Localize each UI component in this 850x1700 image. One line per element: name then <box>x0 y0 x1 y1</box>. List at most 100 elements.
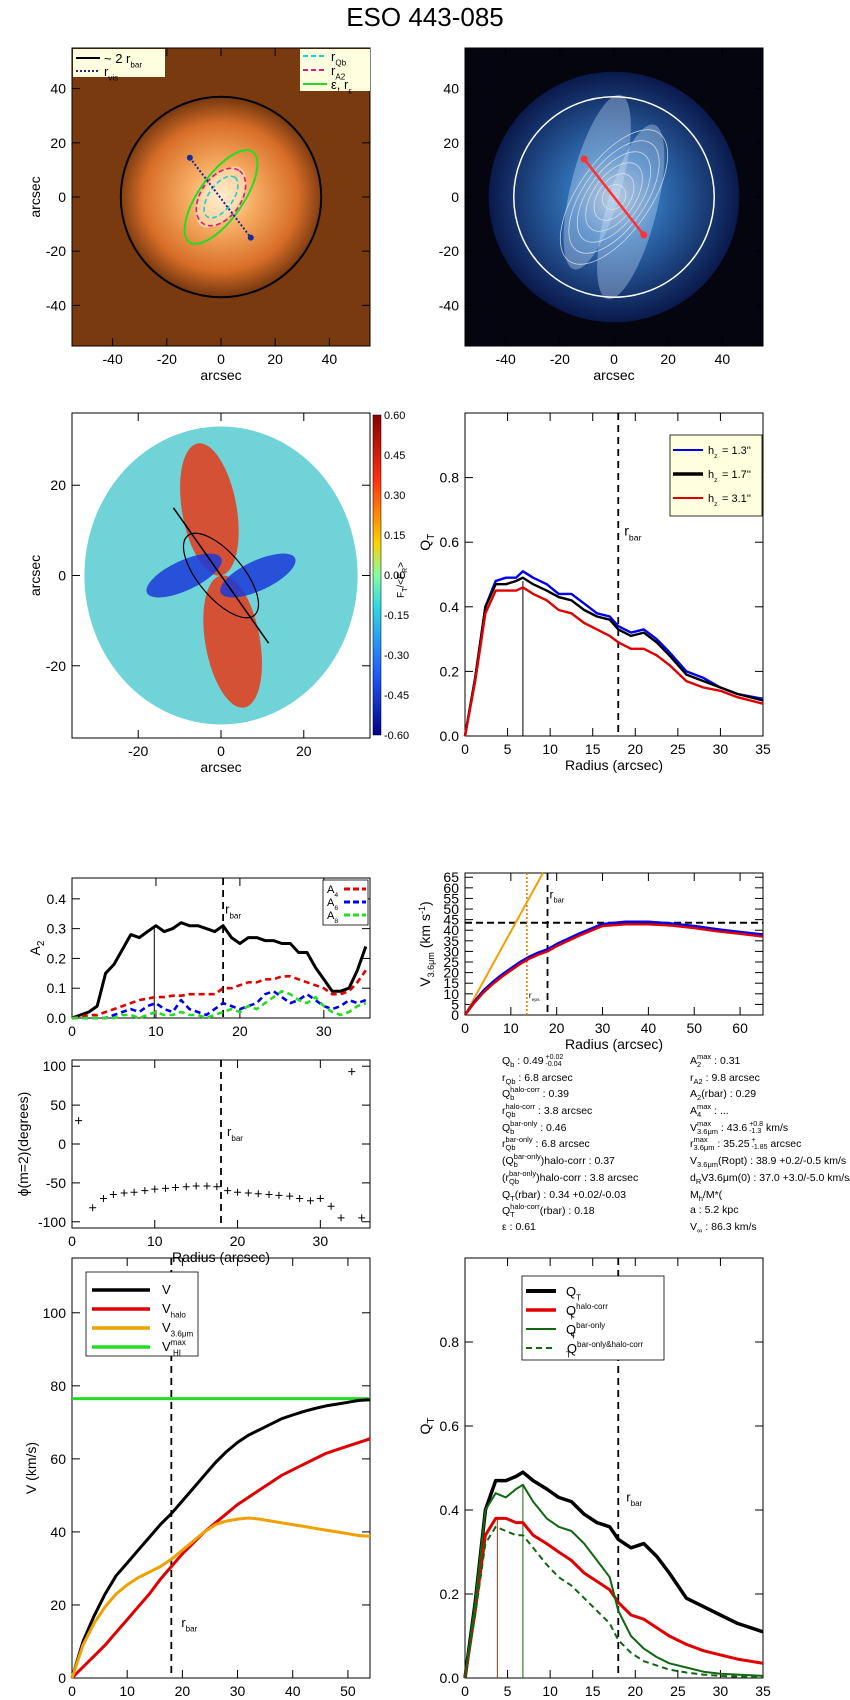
x-tick-label: 20 <box>296 743 312 759</box>
y-tick-label: 30 <box>443 943 459 959</box>
param-row: M h/M*( <box>690 1188 723 1203</box>
bar-circle <box>513 96 715 298</box>
legend-value: = 3.1'' <box>722 493 751 505</box>
x-tick-label: 0 <box>461 1683 469 1699</box>
rsub-label: reps <box>529 991 540 1003</box>
y-tick-label: 15 <box>443 975 459 991</box>
y-tick-label: 40 <box>50 81 66 97</box>
bar-axis-line <box>172 507 270 644</box>
colorbar-tick-label: -0.15 <box>384 610 409 622</box>
series-line <box>463 586 764 737</box>
x-tick-label: 50 <box>686 1020 702 1036</box>
colorbar-tick-label: -0.60 <box>384 730 409 742</box>
param-row: V ∞ : 86.3 km/s <box>690 1220 757 1236</box>
bar-end-point <box>247 234 254 241</box>
x-tick-label: 15 <box>585 741 601 757</box>
x-tick-label: 0 <box>217 743 225 759</box>
rbar-label: rbar <box>626 1490 642 1509</box>
plot-frame <box>464 872 764 1016</box>
legend-label: V3.6μm <box>162 1320 193 1339</box>
y-axis-label: ϕ(m=2)(degrees) <box>15 1092 31 1197</box>
chart-force-panel: -40 -20 0 20 40 -40 -20 0 20 40 arcsec <box>439 47 764 383</box>
param-row: V 3.6μm (Ropt) : 38.9 +0.2/-0.5 km/s <box>690 1154 847 1170</box>
y-tick-label: 0.4 <box>440 1502 460 1518</box>
phase-point <box>224 1187 232 1195</box>
phase-point <box>75 1117 83 1125</box>
rbar-label: rbar <box>624 523 641 543</box>
colorbar-tick-label: 0.60 <box>384 410 405 422</box>
x-tick-label: 10 <box>119 1683 135 1699</box>
phase-point <box>306 1197 314 1205</box>
legend-label: Qbar-only&halo-corr T <box>566 1340 644 1359</box>
x-tick-label: 0 <box>217 351 225 367</box>
series-line <box>70 1437 371 1680</box>
x-tick-label: 40 <box>641 1020 657 1036</box>
y-tick-label: 55 <box>443 890 459 906</box>
colorbar-label: FT/<FR> <box>396 562 409 598</box>
y-tick-label: 0 <box>58 568 66 584</box>
legend-label: Qhalo-corr T <box>566 1302 608 1321</box>
colorbar-tick-label: -0.30 <box>384 650 409 662</box>
x-tick-label: 20 <box>267 351 283 367</box>
bar-ellipse <box>182 532 260 619</box>
x-tick-label: -40 <box>103 351 123 367</box>
phase-point <box>213 1183 221 1191</box>
series-line <box>464 1525 764 1679</box>
x-tick-label: 20 <box>549 1020 565 1036</box>
series-line <box>71 969 367 1020</box>
x-axis-label: arcsec <box>200 759 241 775</box>
rbar-label: rbar <box>550 887 565 904</box>
phase-point <box>99 1194 107 1202</box>
legend-label: hz <box>708 469 718 484</box>
phase-point <box>327 1202 335 1210</box>
y-tick-label: 40 <box>443 922 459 938</box>
x-tick-label: 10 <box>542 1683 558 1699</box>
phase-point <box>275 1191 283 1199</box>
param-row: (r bar-only Qb)halo-corr : 3.8 arcsec <box>502 1168 639 1186</box>
y-tick-label: 0.3 <box>47 921 67 937</box>
phase-point <box>316 1194 324 1202</box>
y-tick-label: 40 <box>443 81 459 97</box>
bar-glow <box>196 166 246 228</box>
legend-label: Vmax HI <box>162 1338 186 1357</box>
y-tick-label: 0 <box>451 189 459 205</box>
y-tick-label: 10 <box>443 986 459 1002</box>
bar-end-point <box>640 231 648 239</box>
y-tick-label: 100 <box>43 1058 67 1074</box>
x-tick-label: 25 <box>670 1683 686 1699</box>
x-tick-label: 20 <box>175 1683 191 1699</box>
x-tick-label: -20 <box>128 743 148 759</box>
contour <box>559 129 669 265</box>
bar-end-point <box>580 155 588 163</box>
legend-label: Vhalo <box>162 1301 186 1320</box>
x-tick-label: 30 <box>316 1023 332 1039</box>
param-row: r bar-only Qb : 6.8 arcsec <box>502 1135 590 1153</box>
y-tick-label: 0.4 <box>440 599 460 615</box>
series-line <box>463 1470 764 1679</box>
chart-ratio-map: -20 0 20 -20 0 20 arcsec arcsec 0.60 0.45 0.30 0.15… <box>27 410 409 775</box>
series-line <box>463 1516 764 1679</box>
x-tick-label: 10 <box>148 1023 164 1039</box>
colorbar-tick-label: 0.45 <box>384 450 405 462</box>
colorbar-tick-label: 0.30 <box>384 490 405 502</box>
y-tick-label: 0.8 <box>440 1334 460 1350</box>
x-tick-label: 20 <box>230 1233 246 1249</box>
rbar-label: rbar <box>225 902 241 921</box>
y-axis-label: A2 <box>27 940 47 955</box>
x-tick-label: 0 <box>461 1020 469 1036</box>
rbar-label: rbar <box>227 1124 243 1143</box>
colorbar-tick-label: 0.00 <box>384 570 405 582</box>
phase-point <box>348 1068 356 1076</box>
x-tick-label: 10 <box>147 1233 163 1249</box>
y-tick-label: -100 <box>38 1214 66 1230</box>
phase-point <box>141 1187 149 1195</box>
epsilon-ellipse <box>183 149 259 245</box>
phase-point <box>203 1182 211 1190</box>
x-axis-label: arcsec <box>593 367 634 383</box>
param-row: r halo-corr Qb : 3.8 arcsec <box>502 1102 593 1120</box>
x-tick-label: 15 <box>585 1683 601 1699</box>
